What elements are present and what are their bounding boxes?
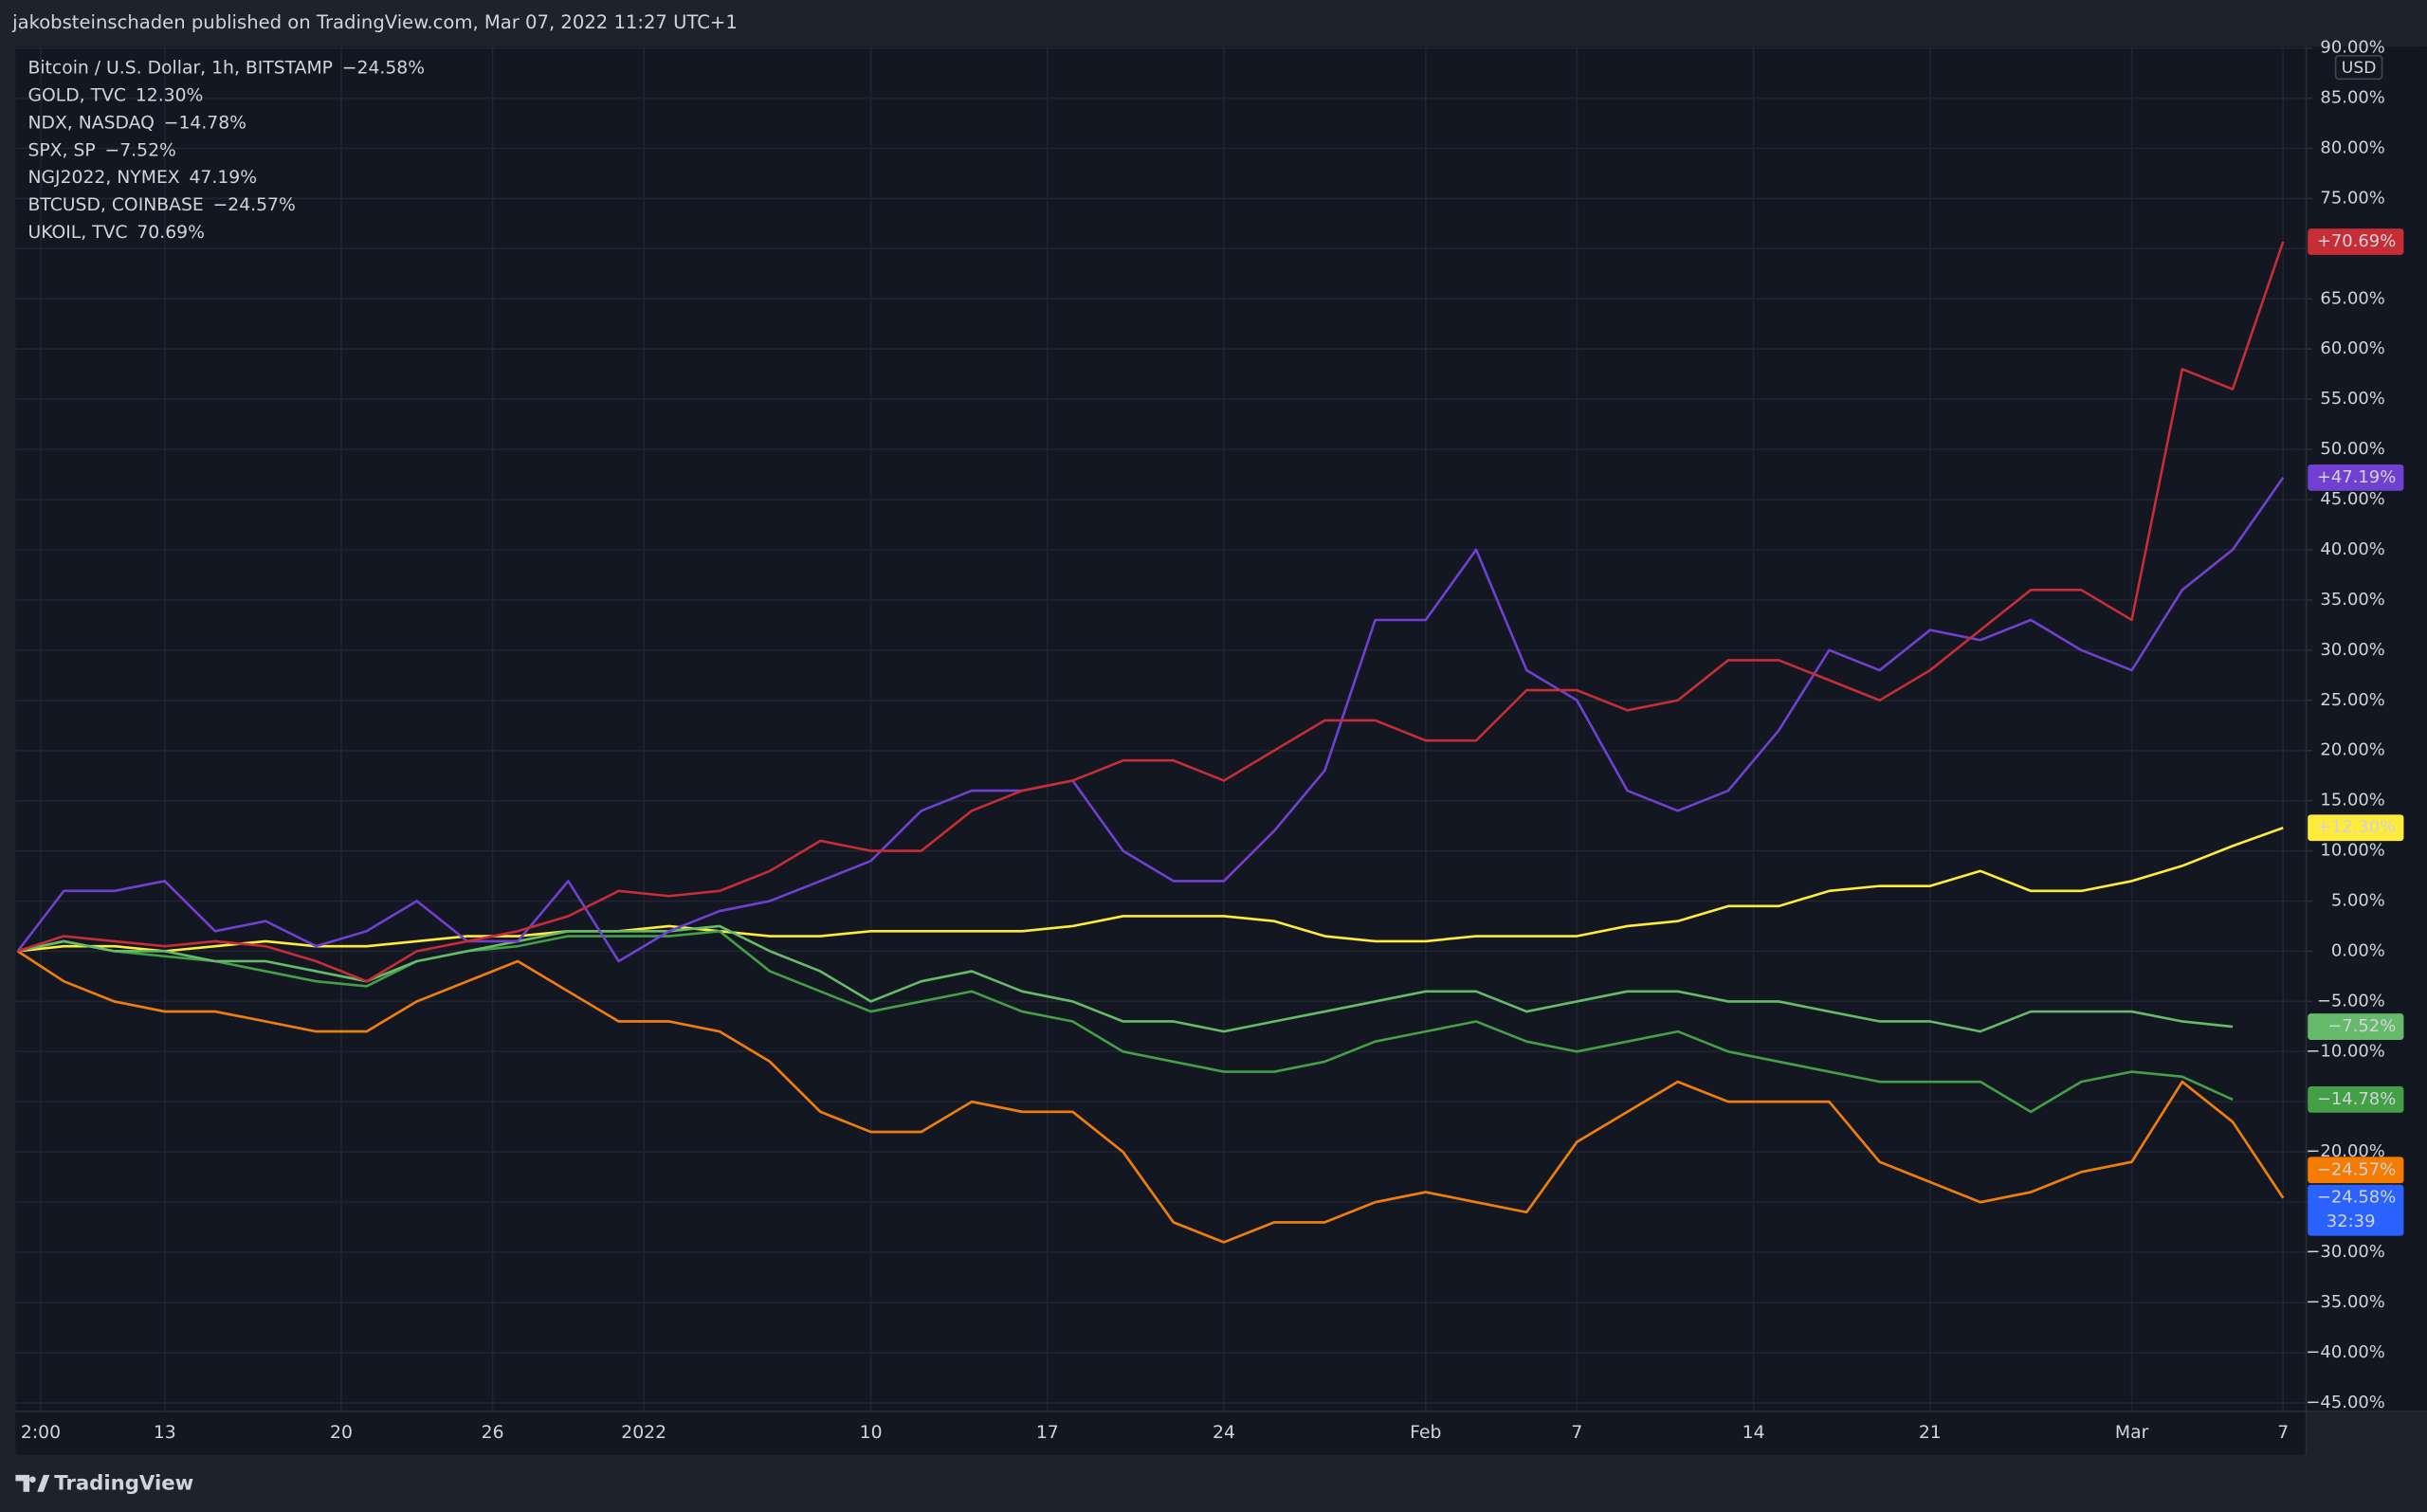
legend-name: Bitcoin / U.S. Dollar, 1h, BITSTAMP [27,58,333,78]
x-tick-label: 21 [1919,1423,1942,1443]
y-tick-label: 5.00% [2331,891,2385,911]
legend-value: −14.78% [164,113,246,133]
series-line [17,241,2285,983]
x-tick-label: 14 [1743,1423,1765,1443]
legend-value: 47.19% [189,168,257,188]
legend-value: −24.57% [213,195,296,215]
y-tick-label: 85.00% [2320,88,2384,108]
y-tick-label: 30.00% [2320,640,2384,660]
price-badge-label: −7.52% [2327,1016,2396,1036]
y-tick-label: 0.00% [2331,940,2385,960]
price-badge [2308,814,2404,842]
x-tick-label: 24 [1213,1423,1235,1443]
x-tick-label: 7 [1571,1423,1582,1443]
y-tick-label: 55.00% [2320,389,2384,409]
price-badge-label: +12.30% [2317,817,2396,837]
y-tick-label: 25.00% [2320,690,2384,710]
legend-name: GOLD, TVC [27,85,126,105]
axis-unit: USD [2342,59,2377,78]
y-tick-label: 20.00% [2320,740,2384,760]
price-badge [2308,1184,2404,1236]
price-badge [2308,1013,2404,1040]
y-tick-label: 60.00% [2320,338,2384,358]
series-line [17,929,2234,1114]
price-badge [2308,228,2404,255]
price-badge-label: −14.78% [2317,1089,2396,1109]
legend-name: SPX, SP [27,140,95,160]
series-line [16,950,2285,1244]
price-badge-label: −24.57% [2317,1159,2396,1179]
x-tick-label: 13 [154,1423,176,1443]
x-axis-area [15,1411,2307,1455]
y-tick-label: 50.00% [2320,439,2384,459]
y-axis-area [2306,46,2427,1412]
y-tick-label: 40.00% [2320,539,2384,559]
series-line [17,924,2234,1033]
plot-area [15,46,2307,1412]
legend-name: UKOIL, TVC [27,223,127,243]
x-tick-label: 26 [482,1423,504,1443]
x-tick-label: Feb [1410,1423,1441,1443]
countdown: 32:39 [2327,1211,2376,1231]
x-tick-label: 7 [2277,1423,2289,1443]
legend-value: −7.52% [105,140,176,160]
y-tick-label: −10.00% [2306,1041,2384,1061]
y-tick-label: 35.00% [2320,590,2384,610]
price-badge [2308,1157,2404,1184]
price-badge [2308,1086,2404,1113]
series-line [17,827,2284,953]
x-tick-label: 20 [330,1423,353,1443]
y-tick-label: −5.00% [2317,991,2385,1011]
x-tick-label: 17 [1036,1423,1059,1443]
y-tick-label: 45.00% [2320,489,2384,509]
y-tick-label: −40.00% [2306,1342,2384,1362]
x-tick-label: Mar [2115,1423,2149,1443]
x-tick-label: 10 [860,1423,883,1443]
y-tick-label: 65.00% [2320,288,2384,308]
y-tick-label: −20.00% [2306,1141,2384,1161]
y-tick-label: 80.00% [2320,137,2384,157]
x-tick-label: 2:00 [21,1423,61,1443]
price-badge-label: +70.69% [2317,231,2396,251]
header: jakobsteinschaden published on TradingVi… [11,11,738,33]
y-tick-label: 75.00% [2320,188,2384,208]
legend-value: −24.58% [342,58,425,78]
y-tick-label: −30.00% [2306,1242,2384,1262]
y-tick-label: 15.00% [2320,791,2384,811]
unit-box [2334,54,2383,81]
footer-brand: TradingView [54,1472,193,1496]
y-tick-label: −45.00% [2306,1393,2384,1412]
price-badge-label: +47.19% [2317,467,2396,487]
legend-name: NGJ2022, NYMEX [27,168,179,188]
legend-value: 70.69% [137,223,205,243]
legend-name: NDX, NASDAQ [27,113,154,133]
x-tick-label: 2022 [621,1423,666,1443]
y-tick-label: −35.00% [2306,1292,2384,1312]
legend-name: BTCUSD, COINBASE [27,195,203,215]
footer-logo [15,1474,50,1492]
y-tick-label: 90.00% [2320,38,2384,58]
price-badge-label: −24.58% [2317,1188,2396,1208]
series-line [16,477,2285,963]
legend-value: 12.30% [136,85,204,105]
y-tick-label: 10.00% [2320,841,2384,861]
price-badge [2308,464,2404,491]
